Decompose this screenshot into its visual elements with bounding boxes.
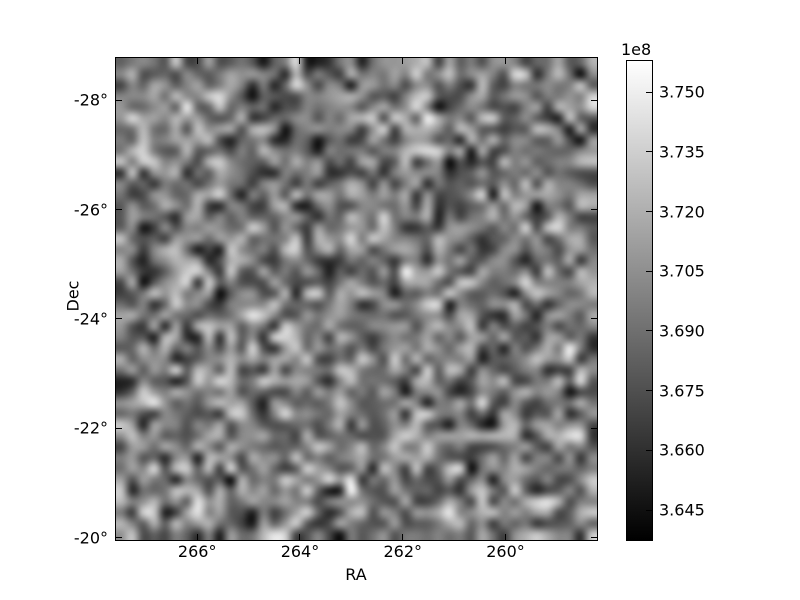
y-tick-label: -20°: [73, 528, 108, 548]
x-tick-mark-bottom: [299, 534, 301, 540]
y-tick-label: -26°: [73, 200, 108, 220]
colorbar-offset-label: 1e8: [621, 40, 652, 59]
colorbar: [626, 60, 653, 541]
colorbar-tick-mark: [646, 91, 652, 93]
y-tick-mark-left: [116, 318, 122, 320]
y-tick-mark-right: [591, 427, 597, 429]
colorbar-tick-label: 3.705: [659, 261, 705, 281]
x-tick-label: 264°: [280, 542, 320, 561]
y-tick-mark-left: [116, 209, 122, 211]
y-axis-label: Dec: [63, 280, 83, 312]
x-tick-label: 266°: [177, 542, 217, 561]
x-tick-mark-top: [505, 58, 507, 64]
x-tick-mark-top: [299, 58, 301, 64]
y-tick-mark-right: [591, 537, 597, 539]
colorbar-tick-mark: [646, 509, 652, 511]
plot-area: [115, 57, 598, 541]
heatmap-image: [116, 58, 597, 540]
colorbar-tick-mark: [646, 390, 652, 392]
x-tick-label: 262°: [383, 542, 423, 561]
y-tick-label: -24°: [73, 309, 108, 329]
x-tick-mark-bottom: [505, 534, 507, 540]
y-tick-mark-right: [591, 99, 597, 101]
colorbar-tick-label: 3.660: [659, 440, 705, 460]
y-tick-label: -22°: [73, 418, 108, 438]
x-tick-mark-bottom: [402, 534, 404, 540]
x-tick-mark-top: [402, 58, 404, 64]
colorbar-tick-mark: [646, 330, 652, 332]
colorbar-tick-mark: [646, 151, 652, 153]
x-tick-mark-top: [196, 58, 198, 64]
colorbar-tick-mark: [646, 270, 652, 272]
y-tick-mark-right: [591, 209, 597, 211]
colorbar-tick-label: 3.720: [659, 202, 705, 221]
y-tick-mark-left: [116, 427, 122, 429]
x-axis-label: RA: [345, 565, 367, 584]
colorbar-tick-label: 3.675: [659, 381, 705, 401]
y-tick-mark-left: [116, 99, 122, 101]
colorbar-tick-label: 3.645: [659, 500, 705, 520]
y-tick-label: -28°: [73, 90, 108, 110]
colorbar-tick-mark: [646, 211, 652, 212]
x-tick-mark-bottom: [196, 534, 198, 540]
y-tick-mark-right: [591, 318, 597, 320]
y-tick-mark-left: [116, 537, 122, 539]
colorbar-tick-label: 3.750: [659, 82, 705, 102]
colorbar-tick-mark: [646, 449, 652, 451]
colorbar-tick-label: 3.690: [659, 321, 705, 341]
x-tick-label: 260°: [486, 542, 525, 561]
colorbar-tick-label: 3.735: [659, 142, 705, 162]
